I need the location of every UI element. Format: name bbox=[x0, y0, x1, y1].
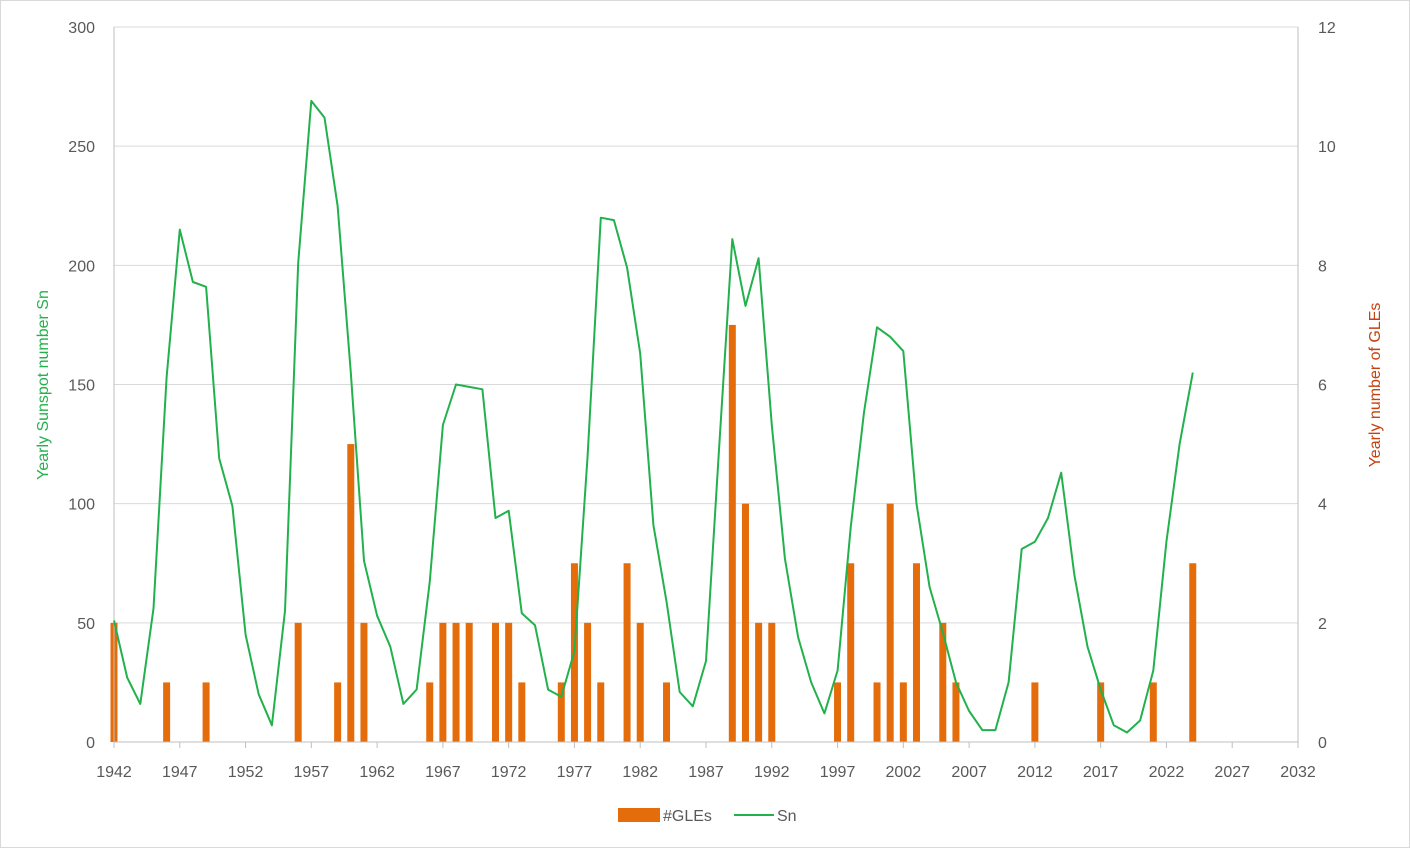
gles-bar bbox=[663, 682, 671, 742]
gles-bar bbox=[768, 622, 776, 742]
x-tick-label: 1967 bbox=[425, 764, 461, 781]
gles-bar bbox=[452, 622, 460, 742]
gles-bar bbox=[597, 682, 605, 742]
x-tick-label: 1982 bbox=[622, 764, 658, 781]
x-tick-label: 2007 bbox=[951, 764, 987, 781]
gles-bar bbox=[636, 622, 644, 742]
x-tick-label: 2022 bbox=[1149, 764, 1185, 781]
gles-bar bbox=[952, 682, 960, 742]
y-right-tick-label: 6 bbox=[1318, 378, 1327, 395]
x-tick-label: 2002 bbox=[886, 764, 922, 781]
y-left-tick-label: 0 bbox=[86, 735, 95, 752]
gles-bars bbox=[110, 324, 1197, 742]
x-tick-label: 1972 bbox=[491, 764, 527, 781]
gles-bar bbox=[334, 682, 342, 742]
x-tick-label: 2032 bbox=[1280, 764, 1316, 781]
x-tick-label: 2027 bbox=[1214, 764, 1250, 781]
y-left-tick-label: 50 bbox=[77, 616, 95, 633]
legend-gles-label: #GLEs bbox=[663, 808, 712, 825]
gles-bar bbox=[741, 503, 749, 742]
y-left-tick-label: 250 bbox=[68, 139, 95, 156]
gles-bar bbox=[899, 682, 907, 742]
legend-sn-label: Sn bbox=[777, 808, 797, 825]
x-tick-label: 1957 bbox=[294, 764, 330, 781]
gles-bar bbox=[439, 622, 447, 742]
x-tick-label: 1942 bbox=[96, 764, 132, 781]
gles-bar bbox=[847, 563, 855, 742]
y-axis-right-title: Yearly number of GLEs bbox=[1367, 303, 1384, 468]
gles-bar bbox=[728, 324, 736, 742]
sn-line-layer bbox=[113, 99, 1194, 734]
gles-bar bbox=[886, 503, 894, 742]
gridlines bbox=[114, 26, 1298, 624]
x-tick-label: 1987 bbox=[688, 764, 724, 781]
x-tick-label: 2017 bbox=[1083, 764, 1119, 781]
gles-bar bbox=[492, 622, 500, 742]
axes bbox=[113, 27, 1299, 748]
y-left-tick-label: 100 bbox=[68, 497, 95, 514]
y-axis-left-title: Yearly Sunspot number Sn bbox=[35, 290, 52, 480]
gles-bar bbox=[1097, 682, 1105, 742]
gles-bar bbox=[1189, 563, 1197, 742]
x-tick-label: 1992 bbox=[754, 764, 790, 781]
gles-bar bbox=[426, 682, 434, 742]
legend-gles-swatch bbox=[618, 808, 660, 822]
gles-bar bbox=[873, 682, 881, 742]
gles-bar bbox=[939, 622, 947, 742]
gles-bar bbox=[518, 682, 526, 742]
x-tick-label: 1947 bbox=[162, 764, 198, 781]
y-left-tick-label: 200 bbox=[68, 258, 95, 275]
gles-bar bbox=[755, 622, 763, 742]
gles-bar bbox=[294, 622, 302, 742]
x-tick-label: 2012 bbox=[1017, 764, 1053, 781]
y-right-tick-label: 10 bbox=[1318, 139, 1336, 156]
x-tick-label: 1962 bbox=[359, 764, 395, 781]
y-left-tick-label: 300 bbox=[68, 20, 95, 37]
gles-bar bbox=[465, 622, 473, 742]
gles-bar bbox=[505, 622, 513, 742]
gles-bar bbox=[347, 444, 355, 742]
gles-bar bbox=[202, 682, 210, 742]
gles-bar bbox=[557, 682, 565, 742]
gles-bar bbox=[360, 622, 368, 742]
gles-bar bbox=[623, 563, 631, 742]
x-tick-label: 1977 bbox=[557, 764, 593, 781]
gles-bar bbox=[1149, 682, 1157, 742]
gles-bar bbox=[912, 563, 920, 742]
gles-bar bbox=[584, 622, 592, 742]
x-tick-label: 1952 bbox=[228, 764, 264, 781]
tick-labels: 0 50 100 150 200 250 300 0 2 4 6 8 10 12 1942 1947 1952 1… bbox=[68, 20, 1336, 781]
legend: #GLEs Sn bbox=[618, 808, 797, 825]
y-right-tick-label: 12 bbox=[1318, 20, 1336, 37]
y-left-tick-label: 150 bbox=[68, 378, 95, 395]
y-right-tick-label: 2 bbox=[1318, 616, 1327, 633]
x-tick-label: 1997 bbox=[820, 764, 856, 781]
y-right-tick-label: 8 bbox=[1318, 258, 1327, 275]
gles-bar bbox=[163, 682, 171, 742]
y-right-tick-label: 0 bbox=[1318, 735, 1327, 752]
gles-bar bbox=[1031, 682, 1039, 742]
sn-line bbox=[113, 99, 1194, 734]
y-right-tick-label: 4 bbox=[1318, 497, 1327, 514]
gles-bar bbox=[834, 682, 842, 742]
